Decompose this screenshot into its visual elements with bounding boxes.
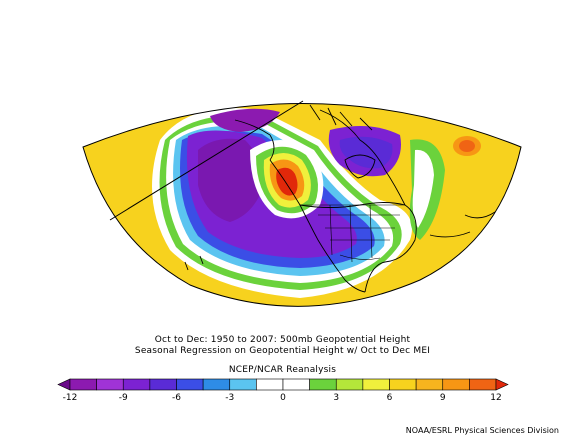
colorbar-tick-label: -12 — [63, 393, 78, 403]
colorbar-swatch — [335, 378, 364, 391]
colorbar-swatch — [69, 378, 97, 391]
field-purple-core — [198, 138, 263, 222]
coastlines — [184, 104, 496, 293]
colorbar-tick-label: 6 — [387, 393, 393, 403]
colorbar-swatch — [309, 378, 337, 391]
colorbar-swatch — [122, 378, 151, 391]
colorbar-swatch — [176, 378, 204, 391]
colorbar-swatch — [282, 378, 310, 391]
field-east-orange-inner — [459, 140, 475, 152]
colorbar-ticks: -12 -9 -6 -3 0 3 6 9 12 — [63, 393, 502, 403]
political-borders — [300, 204, 405, 263]
wedge-outline — [82, 103, 522, 307]
colorbar-swatch — [229, 378, 257, 391]
meridian-line — [109, 100, 304, 221]
colorbar-swatch — [415, 378, 444, 391]
colorbar-tick-label: -9 — [119, 393, 128, 403]
colorbar-tick-label: -6 — [172, 393, 181, 403]
colorbar-swatch — [149, 378, 177, 391]
colorbar-tick-label: 12 — [490, 393, 501, 403]
colorbar-arrow-left — [57, 378, 71, 391]
colorbar-tick-label: 9 — [440, 393, 446, 403]
colorbar-swatch — [96, 378, 124, 391]
colorbar-swatch — [362, 378, 390, 391]
colorbar-tick-label: -3 — [225, 393, 234, 403]
colorbar-swatch — [389, 378, 417, 391]
colorbar-arrow-right — [495, 378, 509, 391]
colorbar-tick-label: 0 — [280, 393, 286, 403]
colorbar-swatch — [442, 378, 470, 391]
reanalysis-label: NCEP/NCAR Reanalysis — [228, 365, 337, 375]
credit-text: NOAA/ESRL Physical Sciences Division — [405, 426, 559, 435]
colorbar-swatch — [469, 378, 497, 391]
colorbar-swatches — [57, 378, 509, 391]
title-line-2: Seasonal Regression on Geopotential Heig… — [134, 346, 431, 356]
title-line-1: Oct to Dec: 1950 to 2007: 500mb Geopoten… — [154, 335, 411, 345]
colorbar-swatch — [256, 378, 284, 391]
colorbar-swatch — [202, 378, 231, 391]
field-positive-red — [276, 167, 298, 196]
colorbar-tick-label: 3 — [333, 393, 339, 403]
field-atlantic-white — [412, 149, 434, 228]
